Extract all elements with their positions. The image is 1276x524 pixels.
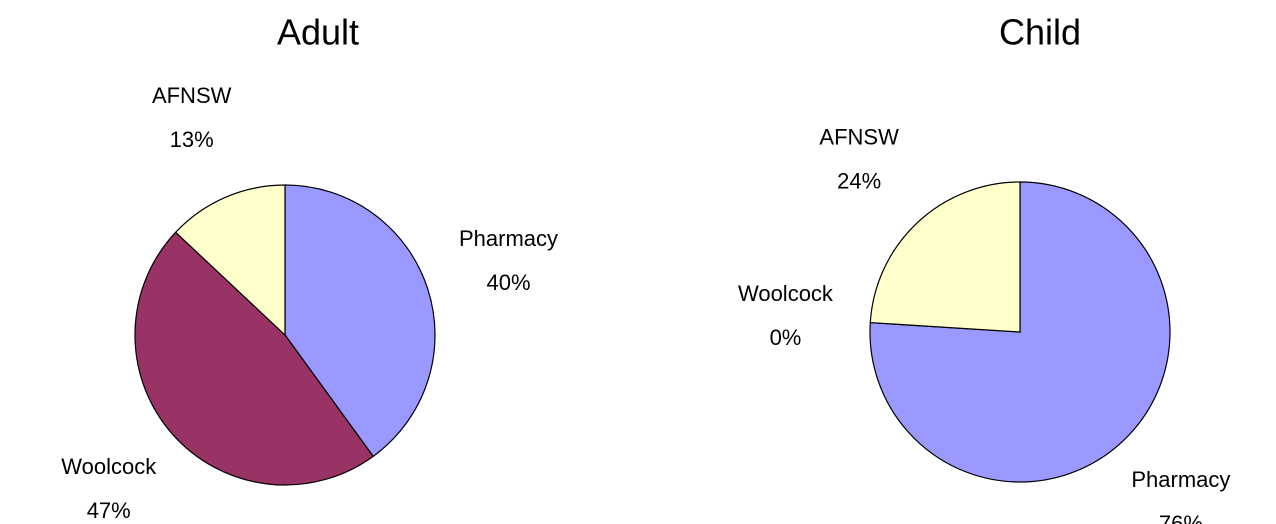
pie-slice: [869, 181, 1021, 333]
slice-label: Pharmacy: [459, 226, 558, 251]
chart-title: Child: [999, 12, 1081, 53]
pie-slice: [869, 181, 1171, 483]
slice-label: Woolcock: [738, 281, 834, 306]
pie-slice: [134, 231, 375, 486]
chart-title: Adult: [277, 12, 359, 53]
value-label: 40%: [486, 270, 530, 295]
value-label: 76%: [1159, 511, 1203, 524]
pie-slice: [174, 184, 286, 337]
value-label: 24%: [837, 169, 881, 194]
slice-label: Woolcock: [61, 454, 157, 479]
pie-slice: [284, 184, 436, 458]
slice-label: AFNSW: [152, 83, 232, 108]
value-label: 0%: [770, 325, 802, 350]
slice-label: Pharmacy: [1131, 467, 1230, 492]
value-label: 13%: [170, 127, 214, 152]
slice-label: AFNSW: [819, 125, 899, 150]
value-label: 47%: [87, 498, 131, 523]
